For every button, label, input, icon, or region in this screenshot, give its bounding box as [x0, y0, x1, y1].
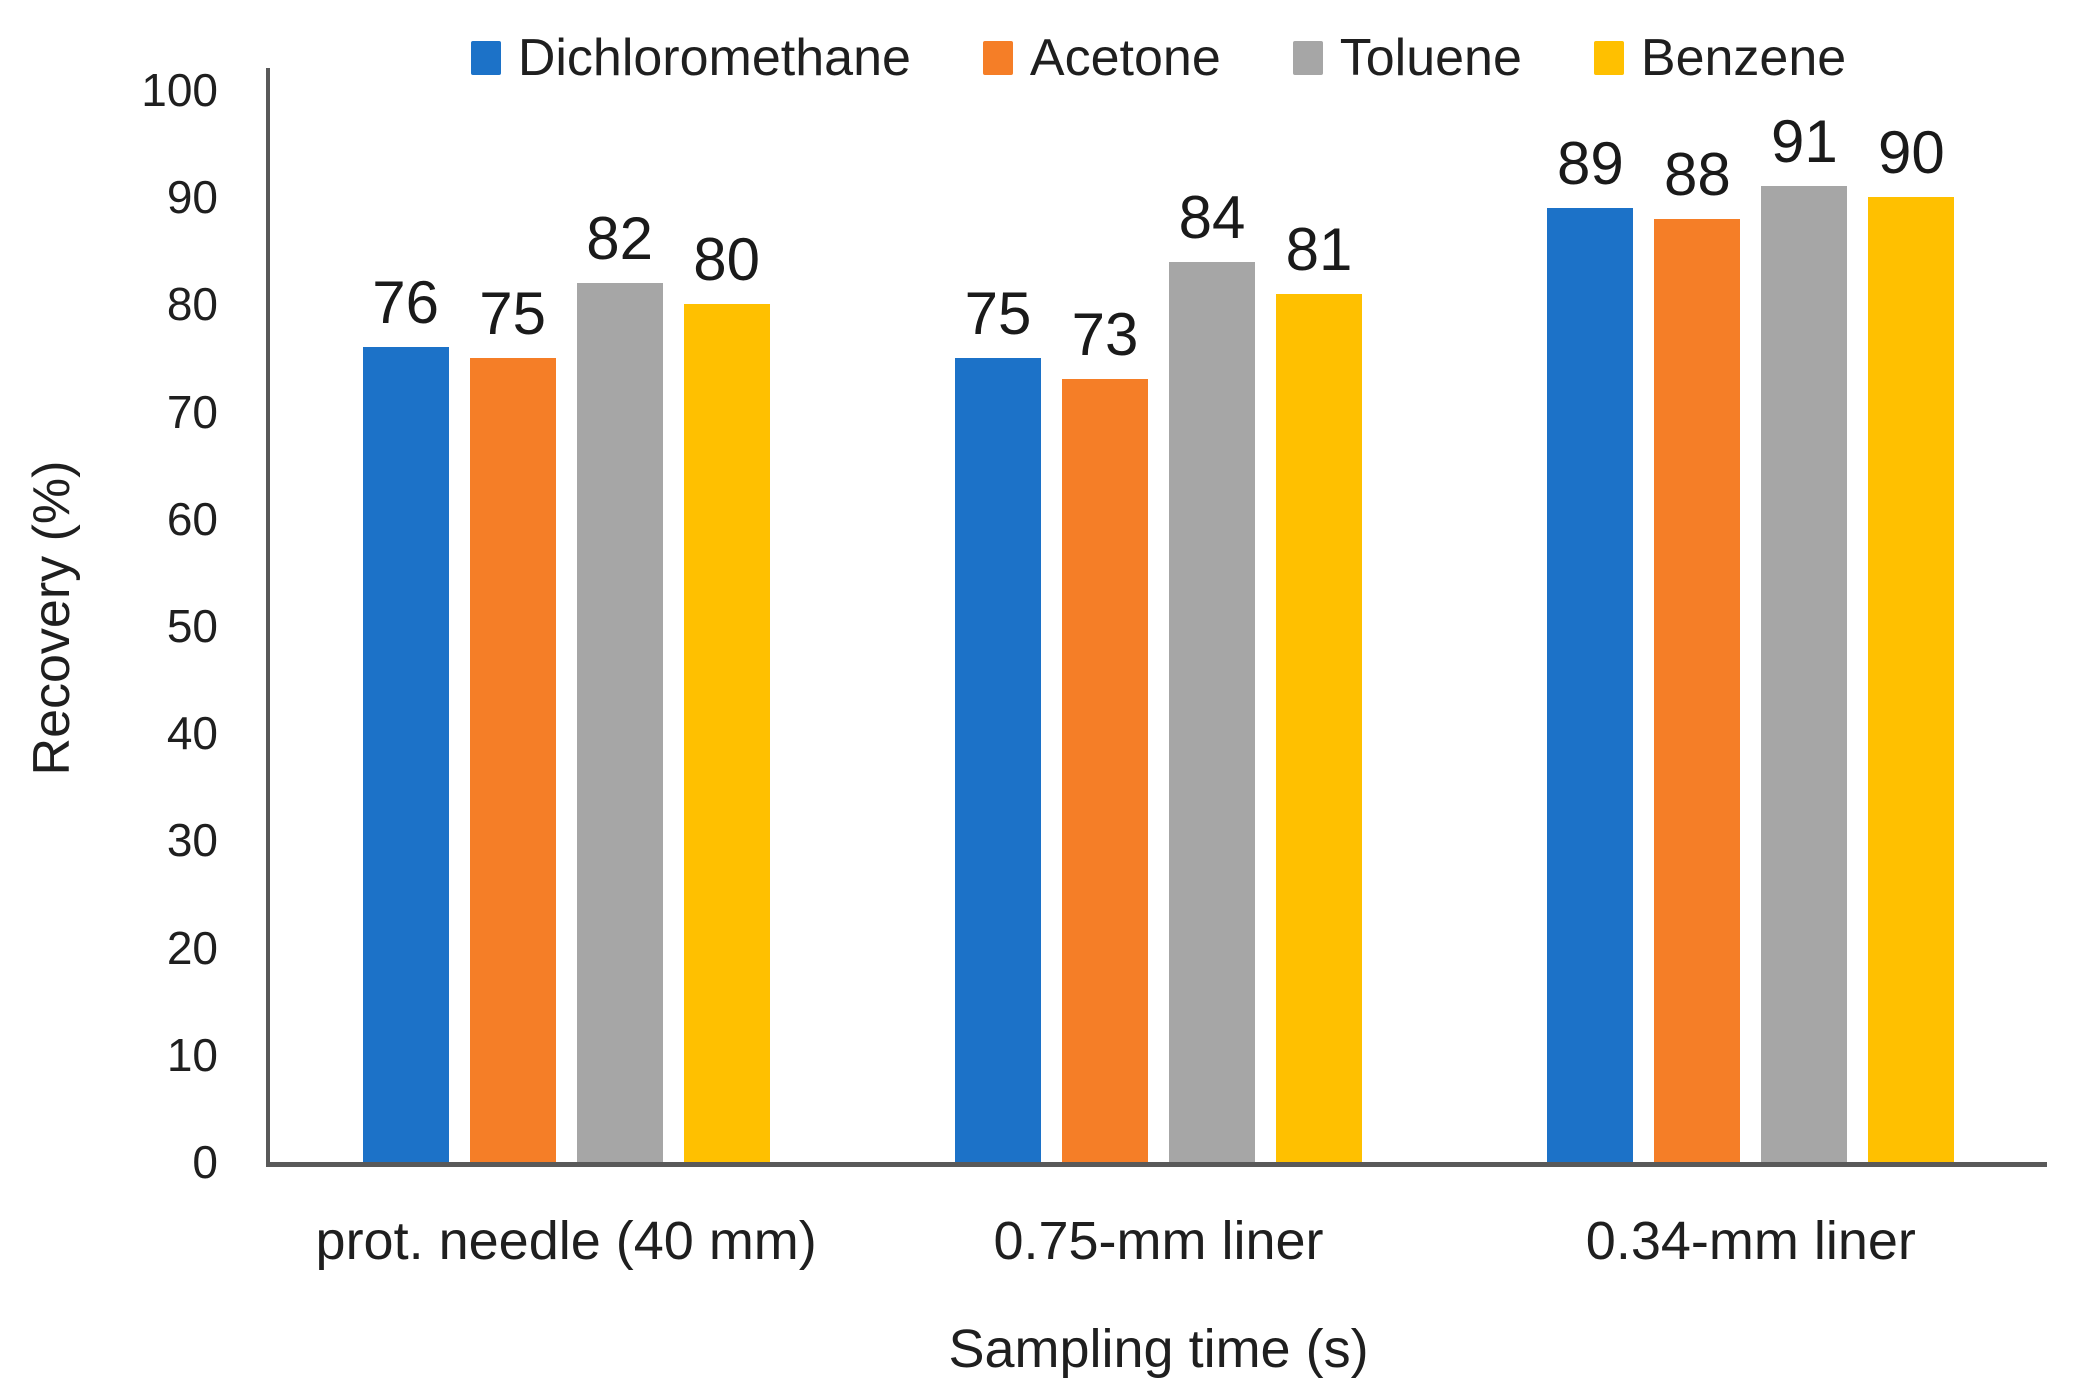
bar-dichloromethane-3 [1547, 207, 1634, 1162]
legend-swatch-icon [1593, 41, 1624, 75]
x-category-label: prot. needle (40 mm) [315, 1211, 817, 1271]
legend-label: Benzene [1640, 29, 1847, 87]
bar-toluene-2 [1169, 261, 1255, 1162]
legend-swatch-icon [982, 41, 1013, 75]
x-axis-title: Sampling time (s) [948, 1319, 1369, 1379]
y-tick-label: 40 [166, 707, 218, 760]
legend-swatch-icon [470, 41, 501, 75]
bar-value-label: 76 [372, 269, 440, 337]
x-category-label: 0.75-mm liner [993, 1211, 1324, 1271]
y-tick-label: 60 [166, 492, 218, 545]
legend-label: Dichloromethane [517, 29, 911, 87]
y-tick-label: 30 [166, 814, 218, 867]
bar-benzene-2 [1276, 293, 1362, 1162]
legend-item-benzene: Benzene [1593, 29, 1847, 87]
y-tick-label: 50 [166, 600, 218, 652]
bar-value-label: 91 [1770, 108, 1838, 176]
legend-item-dichloromethane: Dichloromethane [470, 29, 911, 87]
bar-toluene-3 [1761, 186, 1848, 1162]
x-axis-line [266, 1162, 2047, 1167]
bar-acetone-1 [469, 358, 556, 1162]
bar-value-label: 88 [1663, 140, 1731, 208]
bar-value-label: 89 [1556, 129, 1624, 197]
bar-value-label: 75 [964, 280, 1032, 347]
bar-value-label: 82 [586, 204, 654, 272]
y-tick-label: 20 [166, 921, 218, 974]
y-tick-label: 70 [166, 385, 218, 438]
x-category-label: 0.34-mm liner [1585, 1211, 1916, 1271]
y-tick-label: 90 [166, 171, 218, 224]
bar-acetone-3 [1654, 218, 1741, 1162]
bar-value-label: 81 [1285, 215, 1353, 283]
legend-item-acetone: Acetone [982, 29, 1221, 87]
legend-label: Toluene [1339, 29, 1522, 87]
y-axis-line [266, 68, 270, 1167]
bar-value-label: 80 [693, 226, 761, 294]
y-tick-label: 0 [192, 1136, 218, 1188]
y-tick-label: 10 [166, 1028, 218, 1081]
plot-area: 76 75 82 80 75 73 84 81 89 88 91 90 [270, 90, 2047, 1162]
legend-item-toluene: Toluene [1292, 29, 1522, 87]
bar-value-label: 90 [1877, 119, 1945, 187]
chart-legend: Dichloromethane Acetone Toluene Benzene [270, 24, 2047, 92]
bar-value-label: 73 [1071, 301, 1139, 369]
y-tick-label: 80 [166, 278, 218, 331]
bar-dichloromethane-1 [362, 347, 449, 1162]
bar-value-label: 75 [479, 280, 547, 347]
bar-benzene-1 [683, 304, 770, 1162]
legend-swatch-icon [1292, 41, 1323, 75]
bar-toluene-1 [576, 282, 663, 1162]
legend-label: Acetone [1029, 29, 1221, 87]
y-tick-label: 100 [141, 64, 218, 116]
bar-benzene-3 [1868, 197, 1955, 1162]
bar-acetone-2 [1062, 379, 1148, 1162]
bar-dichloromethane-2 [955, 358, 1041, 1162]
bar-value-label: 84 [1178, 183, 1246, 251]
